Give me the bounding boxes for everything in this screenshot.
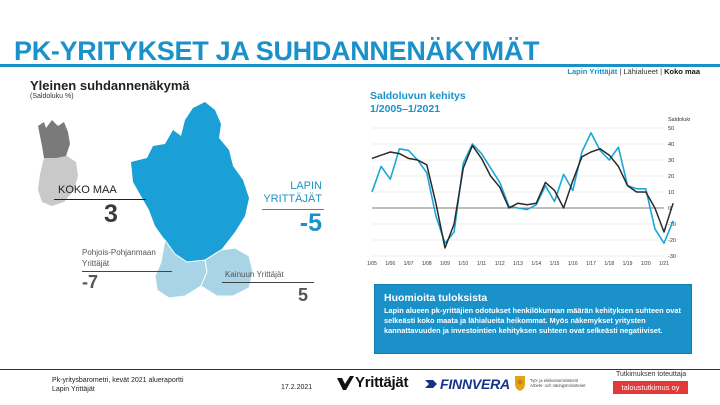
x-tick-label: 1/06 [385, 261, 395, 267]
lapin-yrittajat-rule [262, 209, 324, 210]
x-tick-label: 1/21 [659, 261, 669, 267]
x-tick-label: 1/09 [440, 261, 450, 267]
kainuu-label: Kainuun Yrittäjät [225, 270, 284, 279]
series-line-dark [371, 144, 674, 249]
y-tick-label: -30 [668, 254, 676, 260]
tem-name-sv: Arbets- och näringsministeriet [530, 383, 586, 388]
y-tick-label: 30 [668, 158, 674, 164]
nav-separator: | [658, 67, 665, 76]
x-tick-label: 1/17 [586, 261, 596, 267]
pohjois-pohjanmaa-label: Pohjois-Pohjanmaan Yrittäjät [82, 247, 156, 269]
kainuu-shape [200, 247, 254, 297]
lion-crest-icon [515, 376, 525, 391]
x-tick-label: 1/16 [568, 261, 578, 267]
lapland-shape [131, 102, 249, 262]
chart-title-line2: 1/2005–1/2021 [370, 103, 441, 115]
series-line-blue [371, 131, 674, 244]
chart-title: Saldoluvun kehitys 1/2005–1/2021 [370, 90, 466, 116]
lapin-yrittajat-label: LAPIN YRITTÄJÄT [262, 180, 322, 206]
koko-maa-label: KOKO MAA [58, 184, 117, 196]
tem-name-fi: Työ- ja elinkeinoministeriö [530, 378, 579, 383]
finnvera-logo-text: FINNVERA [440, 376, 510, 392]
x-tick-label: 1/18 [604, 261, 614, 267]
pohjois-label-line1: Pohjois-Pohjanmaan [82, 248, 156, 257]
y-tick-label: 50 [668, 126, 674, 132]
x-tick-label: 1/19 [623, 261, 633, 267]
kainuu-value: 5 [298, 285, 309, 305]
yrittajat-logo-text: Yrittäjät [355, 374, 409, 391]
region-nav: Lapin Yrittäjät | Lähialueet | Koko maa [567, 67, 700, 76]
chart-title-line1: Saldoluvun kehitys [370, 90, 466, 102]
footer-organization: Lapin Yrittäjät [52, 386, 95, 393]
x-tick-label: 1/11 [477, 261, 487, 267]
findings-text: Lapin alueen pk-yrittäjien odotukset hen… [384, 306, 681, 335]
y-axis-label: Saldoluku [668, 117, 690, 123]
x-tick-label: 1/20 [641, 261, 651, 267]
x-tick-label: 1/07 [404, 261, 414, 267]
lapin-label-line1: LAPIN [290, 180, 322, 192]
taloustutkimus-logo: taloustutkimus oy [613, 381, 688, 394]
pohjois-pohjanmaa-value: -7 [82, 272, 99, 292]
x-tick-label: 1/12 [495, 261, 505, 267]
research-by-label: Tutkimuksen toteuttaja [616, 371, 687, 378]
outlook-title: Yleinen suhdannenäkymä [30, 78, 190, 93]
page-title: PK-YRITYKSET JA SUHDANNENÄKYMÄT [14, 36, 540, 66]
footer-date: 17.2.2021 [281, 384, 313, 391]
nav-separator: | [617, 67, 624, 76]
kainuu-rule [222, 282, 314, 283]
y-tick-label: 10 [668, 190, 674, 196]
finland-map [38, 120, 78, 206]
yrittajat-check-icon [337, 375, 354, 390]
x-tick-label: 1/08 [422, 261, 432, 267]
koko-maa-rule [54, 199, 146, 200]
y-tick-label: 0 [668, 206, 671, 212]
footer-report-name: Pk-yritysbarometri, kevät 2021 aluerapor… [52, 377, 184, 384]
finnvera-logo: FINNVERA [425, 376, 510, 392]
pohjois-label-line2: Yrittäjät [82, 259, 110, 268]
findings-box: Huomioita tuloksista Lapin alueen pk-yri… [374, 284, 692, 354]
outlook-subtitle: (Saldoluku %) [30, 93, 74, 100]
y-tick-label: 20 [668, 174, 674, 180]
x-tick-label: 1/05 [367, 261, 377, 267]
lapin-yrittajat-value: -5 [299, 209, 322, 237]
yrittajat-logo: Yrittäjät [336, 374, 408, 391]
title-divider [0, 64, 720, 67]
lapin-label-line2: YRITTÄJÄT [263, 193, 322, 205]
finnvera-arrow-icon [425, 380, 437, 388]
footer-divider [0, 369, 720, 370]
region-map [131, 102, 254, 299]
x-tick-label: 1/14 [531, 261, 541, 267]
finland-south-shape [38, 154, 78, 206]
pohjois-pohjanmaa-shape [154, 238, 208, 299]
y-tick-label: 40 [668, 142, 674, 148]
nav-lahialueet[interactable]: Lähialueet [623, 67, 659, 76]
findings-title: Huomioita tuloksista [384, 292, 488, 304]
pohjois-pohjanmaa-rule [82, 271, 172, 272]
nav-lapin-yrittajat[interactable]: Lapin Yrittäjät [567, 67, 618, 76]
x-tick-label: 1/15 [550, 261, 560, 267]
x-tick-label: 1/13 [513, 261, 523, 267]
finland-north-shape [38, 120, 70, 158]
koko-maa-value: 3 [104, 200, 118, 228]
tem-logo: Työ- ja elinkeinoministeriö Arbets- och … [513, 374, 585, 392]
nav-koko-maa[interactable]: Koko maa [664, 67, 700, 76]
x-tick-label: 1/10 [458, 261, 468, 267]
y-tick-label: -20 [668, 238, 676, 244]
